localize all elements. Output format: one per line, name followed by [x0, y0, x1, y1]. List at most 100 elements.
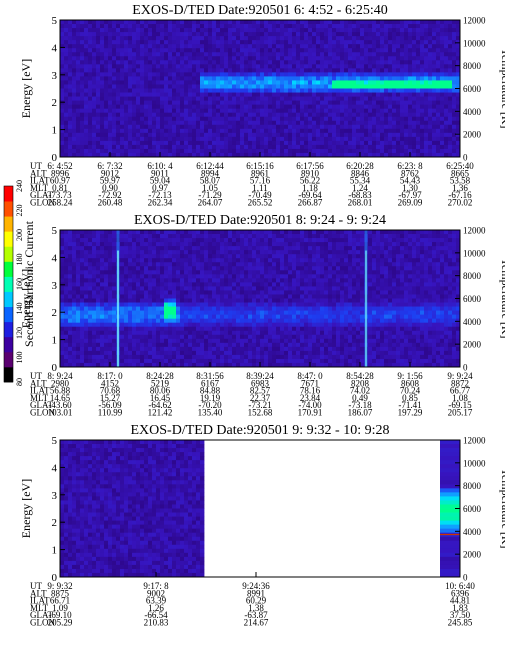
y2-tick-label: 6000 [463, 294, 482, 304]
vertical-spike-core [117, 250, 119, 367]
table-cell: 0.81 [52, 183, 68, 193]
table-cell: 170.91 [298, 408, 323, 418]
table-cell: 9:17: 8 [143, 581, 169, 591]
table-cell: 56.88 [50, 386, 71, 396]
table-cell: 66.71 [50, 596, 70, 606]
table-cell: 103.01 [48, 408, 73, 418]
table-cell: 60.97 [50, 176, 71, 186]
colorbar-segment [4, 306, 13, 323]
table-cell: 74.02 [350, 386, 370, 396]
colorbar-tick-label: 200 [15, 229, 24, 241]
y2-tick-label: 8000 [463, 61, 482, 71]
table-cell: 8665 [451, 168, 470, 178]
table-row-label: GLON [30, 408, 55, 418]
table-cell: 2980 [51, 378, 70, 388]
table-cell: 270.02 [448, 198, 473, 208]
y2-axis-label: Temperature [K] [499, 48, 505, 128]
table-cell: 56.22 [300, 176, 320, 186]
table-cell: 9011 [151, 168, 169, 178]
chart-title: EXOS-D/TED Date:920501 9: 9:32 - 10: 9:2… [131, 423, 390, 438]
y2-tick-label: 8000 [463, 481, 482, 491]
y2-tick-label: 4000 [463, 317, 482, 327]
y-axis-label: Energy [eV] [19, 269, 33, 328]
table-row-label: GLAT [30, 610, 53, 620]
table-cell: 59.04 [150, 176, 171, 186]
table-cell: 0.85 [402, 393, 418, 403]
y2-tick-label: 2000 [463, 130, 482, 140]
y2-axis-label: Temperature [K] [499, 258, 505, 338]
table-row-label: MLT [30, 603, 49, 613]
table-cell: 265.52 [248, 198, 273, 208]
table-cell: 1.09 [52, 603, 68, 613]
table-cell: -73.73 [48, 190, 72, 200]
table-cell: -66.54 [144, 610, 168, 620]
table-cell: 8872 [451, 378, 469, 388]
table-cell: 6: 4:52 [47, 161, 72, 171]
colorbar-label: Second Harmonic Current [22, 220, 36, 347]
table-cell: 9: 9:32 [47, 581, 72, 591]
y2-tick-label: 0 [463, 573, 468, 583]
y2-tick-label: 10000 [463, 38, 486, 48]
table-cell: 260.48 [98, 198, 123, 208]
table-cell: 84.88 [200, 386, 221, 396]
table-cell: 152.68 [248, 408, 273, 418]
table-row-label: MLT [30, 393, 49, 403]
colorbar-segment [4, 366, 13, 383]
table-cell: -72.13 [148, 190, 172, 200]
table-cell: -74.00 [298, 400, 322, 410]
table-cell: 8208 [351, 378, 370, 388]
table-cell: 8:24:28 [146, 371, 174, 381]
table-row-label: UT [30, 371, 42, 381]
table-cell: 266.87 [298, 198, 323, 208]
table-cell: 37.50 [450, 610, 471, 620]
table-cell: -69.15 [448, 400, 472, 410]
table-row-label: ILAT [30, 596, 50, 606]
table-cell: 8:54:28 [346, 371, 374, 381]
colorbar-tick-label: 240 [15, 180, 24, 192]
table-cell: 6:10: 4 [147, 161, 173, 171]
table-cell: 78.16 [300, 386, 321, 396]
table-cell: 9: 9:24 [447, 371, 473, 381]
table-cell: 1.30 [402, 183, 418, 193]
chart-title: EXOS-D/TED Date:920501 8: 9:24 - 9: 9:24 [134, 213, 386, 228]
chart-panel-3: EXOS-D/TED Date:920501 9: 9:32 - 10: 9:2… [19, 423, 505, 628]
table-cell: 8:17: 0 [97, 371, 123, 381]
y2-tick-label: 2000 [463, 340, 482, 350]
table-row-label: GLON [30, 198, 55, 208]
table-cell: 6167 [201, 378, 220, 388]
table-cell: 1.11 [252, 183, 267, 193]
table-cell: -43.60 [48, 400, 72, 410]
table-cell: 6:17:56 [296, 161, 324, 171]
table-cell: 15.27 [100, 393, 121, 403]
y2-tick-label: 10000 [463, 248, 486, 258]
table-cell: 1.05 [202, 183, 218, 193]
table-cell: 5219 [151, 378, 170, 388]
table-cell: 1.26 [148, 603, 164, 613]
table-cell: 205.29 [48, 618, 73, 628]
table-cell: -71.29 [198, 190, 222, 200]
table-cell: 44.81 [450, 596, 470, 606]
table-cell: 0.49 [352, 393, 368, 403]
colorbar-tick-label: 100 [15, 352, 24, 364]
table-cell: 70.24 [400, 386, 421, 396]
chart-title: EXOS-D/TED Date:920501 6: 4:52 - 6:25:40 [132, 3, 387, 18]
table-cell: -63.87 [244, 610, 268, 620]
table-cell: 197.29 [398, 408, 423, 418]
table-cell: 8991 [247, 588, 265, 598]
table-cell: 54.43 [400, 176, 421, 186]
table-cell: -73.21 [248, 400, 271, 410]
chart-panel-1: EXOS-D/TED Date:920501 6: 4:52 - 6:25:40… [19, 3, 505, 208]
table-cell: 4152 [101, 378, 119, 388]
table-cell: 8:39:24 [246, 371, 274, 381]
colorbar-tick-label: 80 [15, 378, 24, 386]
table-cell: 8846 [351, 168, 370, 178]
colorbar-segment [4, 276, 13, 292]
table-cell: 0.97 [152, 183, 168, 193]
y2-tick-label: 0 [463, 153, 468, 163]
y2-tick-label: 2000 [463, 550, 482, 560]
y2-tick-label: 0 [463, 363, 468, 373]
table-cell: 1.36 [452, 183, 468, 193]
table-cell: 7671 [301, 378, 319, 388]
y-tick-label: 1 [52, 335, 58, 347]
